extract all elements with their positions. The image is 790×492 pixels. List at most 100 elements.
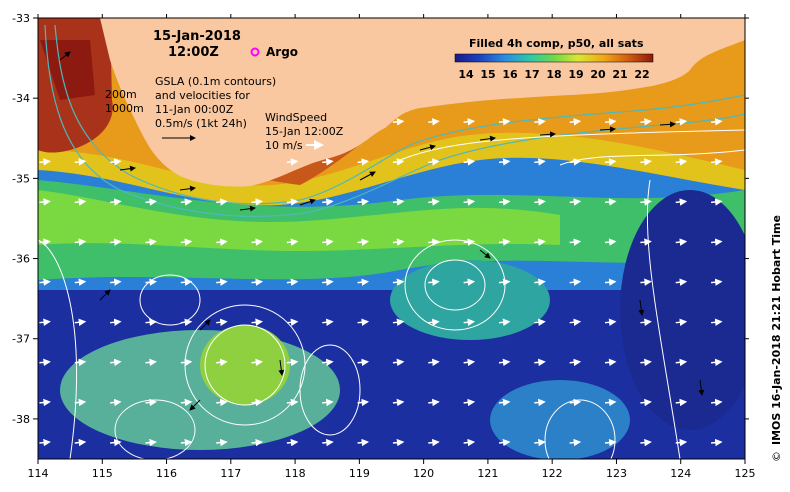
argo-label: Argo bbox=[266, 45, 298, 59]
wind-arrow-icon bbox=[498, 358, 511, 367]
wind-arrow-icon bbox=[569, 358, 582, 367]
wind-arrow-icon bbox=[251, 318, 264, 327]
wind-arrow-icon bbox=[39, 438, 51, 447]
wind-arrow-icon bbox=[216, 318, 228, 327]
wind-arrow-icon bbox=[498, 398, 511, 407]
wind-arrow-icon bbox=[711, 238, 723, 246]
y-tick-label: -36 bbox=[12, 253, 30, 266]
colorbar-gradient bbox=[454, 53, 654, 63]
wind-arrow-icon bbox=[428, 398, 440, 407]
wind-arrow-icon bbox=[640, 158, 652, 166]
wind-arrow-icon bbox=[392, 278, 405, 286]
wind-arrow-icon bbox=[675, 438, 688, 447]
gsla-line2: and velocities for bbox=[155, 89, 250, 102]
wind-arrow-icon bbox=[145, 438, 157, 447]
wind-arrow-icon bbox=[145, 318, 157, 327]
wind-arrow-icon bbox=[428, 198, 440, 206]
colorbar-tick-label: 19 bbox=[568, 68, 583, 81]
isobath-lines bbox=[44, 24, 745, 217]
x-tick-label: 118 bbox=[285, 467, 306, 480]
wind-arrow-icon bbox=[216, 398, 228, 407]
wind-arrow-icon bbox=[640, 398, 652, 407]
y-axis: -33 -34 -35 -36 -37 -38 bbox=[12, 12, 749, 426]
wind-arrow-icon bbox=[711, 398, 723, 407]
wind-arrow-icon bbox=[675, 278, 688, 286]
wind-arrow-icon bbox=[180, 398, 193, 407]
wind-arrow-icon bbox=[39, 238, 51, 246]
wind-arrow-icon bbox=[711, 438, 723, 447]
wind-arrow-icon bbox=[675, 238, 688, 246]
wind-arrow-icon bbox=[569, 278, 582, 286]
colorbar-tick-label: 20 bbox=[590, 68, 606, 81]
wind-arrow-icon bbox=[675, 118, 688, 126]
wind-arrow-icon bbox=[640, 278, 652, 286]
colorbar-tick-label: 14 bbox=[458, 68, 474, 81]
wind-arrow-icon bbox=[640, 438, 652, 447]
wind-arrow-icon bbox=[463, 358, 476, 367]
wind-arrow-icon bbox=[675, 158, 688, 166]
wind-arrow-icon bbox=[357, 438, 370, 447]
wind-arrow-icon bbox=[534, 398, 546, 407]
wind-arrow-icon bbox=[711, 318, 723, 327]
gsla-scale-label: 0.5m/s (1kt 24h) bbox=[155, 117, 247, 130]
wind-arrow-icon bbox=[675, 358, 688, 367]
colorbar: Filled 4h comp, p50, all sats 14 15 16 17 18… bbox=[454, 37, 654, 81]
wind-arrow-icon bbox=[74, 358, 87, 367]
wind-arrow-icon bbox=[322, 318, 334, 327]
wind-arrow-icon bbox=[357, 158, 370, 166]
wind-arrow-icon bbox=[534, 278, 546, 286]
map-time: 12:00Z bbox=[168, 45, 219, 60]
wind-arrow-icon bbox=[110, 318, 122, 327]
wind-arrow-icon bbox=[428, 158, 440, 166]
wind-arrow-icon bbox=[498, 118, 511, 126]
wind-arrow-icon bbox=[569, 238, 582, 246]
wind-arrow-icon bbox=[39, 318, 51, 327]
wind-arrow-icon bbox=[251, 438, 264, 447]
wind-arrow-icon bbox=[428, 438, 440, 447]
y-tick-label: -38 bbox=[12, 413, 30, 426]
wind-arrow-icon bbox=[604, 358, 617, 367]
wind-arrow-icon bbox=[498, 278, 511, 286]
wind-arrow-icon bbox=[711, 278, 723, 286]
current-vectors bbox=[59, 51, 705, 411]
wind-arrow-icon bbox=[428, 358, 440, 367]
wind-arrow-icon bbox=[463, 438, 476, 447]
wind-arrow-icon bbox=[145, 398, 157, 407]
wind-arrow-icon bbox=[392, 238, 405, 246]
colorbar-tick-label: 16 bbox=[502, 68, 518, 81]
wind-line1: WindSpeed bbox=[265, 111, 327, 124]
wind-arrow-icon bbox=[463, 238, 476, 246]
wind-arrow-icon bbox=[640, 118, 652, 126]
wind-arrow-icon bbox=[357, 318, 370, 327]
wind-arrow-icon bbox=[428, 118, 440, 126]
wind-arrow-icon bbox=[286, 358, 299, 367]
wind-arrow-icon bbox=[392, 118, 405, 126]
wind-arrow-icon bbox=[110, 358, 122, 367]
wind-arrow-icon bbox=[711, 158, 723, 166]
wind-arrow-icon bbox=[392, 198, 405, 206]
wind-arrow-icon bbox=[534, 238, 546, 246]
wind-arrow-icon bbox=[534, 358, 546, 367]
imos-credit: IMOS 16-Jan-2018 21:21 Hobart Time bbox=[770, 215, 783, 445]
wind-arrow-icon bbox=[463, 198, 476, 206]
wind-arrow-icon bbox=[498, 438, 511, 447]
wind-arrow-icon bbox=[604, 438, 617, 447]
wind-arrow-icon bbox=[322, 238, 334, 246]
wind-arrow-icon bbox=[498, 198, 511, 206]
wind-arrow-icon bbox=[216, 438, 228, 447]
wind-arrow-icon bbox=[711, 198, 723, 206]
wind-arrow-icon bbox=[286, 398, 299, 407]
wind-arrow-icon bbox=[463, 118, 476, 126]
wind-arrow-icon bbox=[286, 318, 299, 327]
wind-arrow-icon bbox=[74, 278, 87, 286]
colorbar-ticks: 14 15 16 17 18 19 20 21 22 bbox=[458, 68, 649, 81]
wind-arrow-icon bbox=[604, 158, 617, 166]
wind-arrow-icon bbox=[357, 398, 370, 407]
wind-arrow-icon bbox=[180, 358, 193, 367]
wind-arrow-icon bbox=[392, 438, 405, 447]
wind-arrow-icon bbox=[39, 158, 51, 166]
wind-arrow-icon bbox=[463, 398, 476, 407]
wind-arrow-icon bbox=[640, 358, 652, 367]
x-tick-label: 114 bbox=[28, 467, 49, 480]
